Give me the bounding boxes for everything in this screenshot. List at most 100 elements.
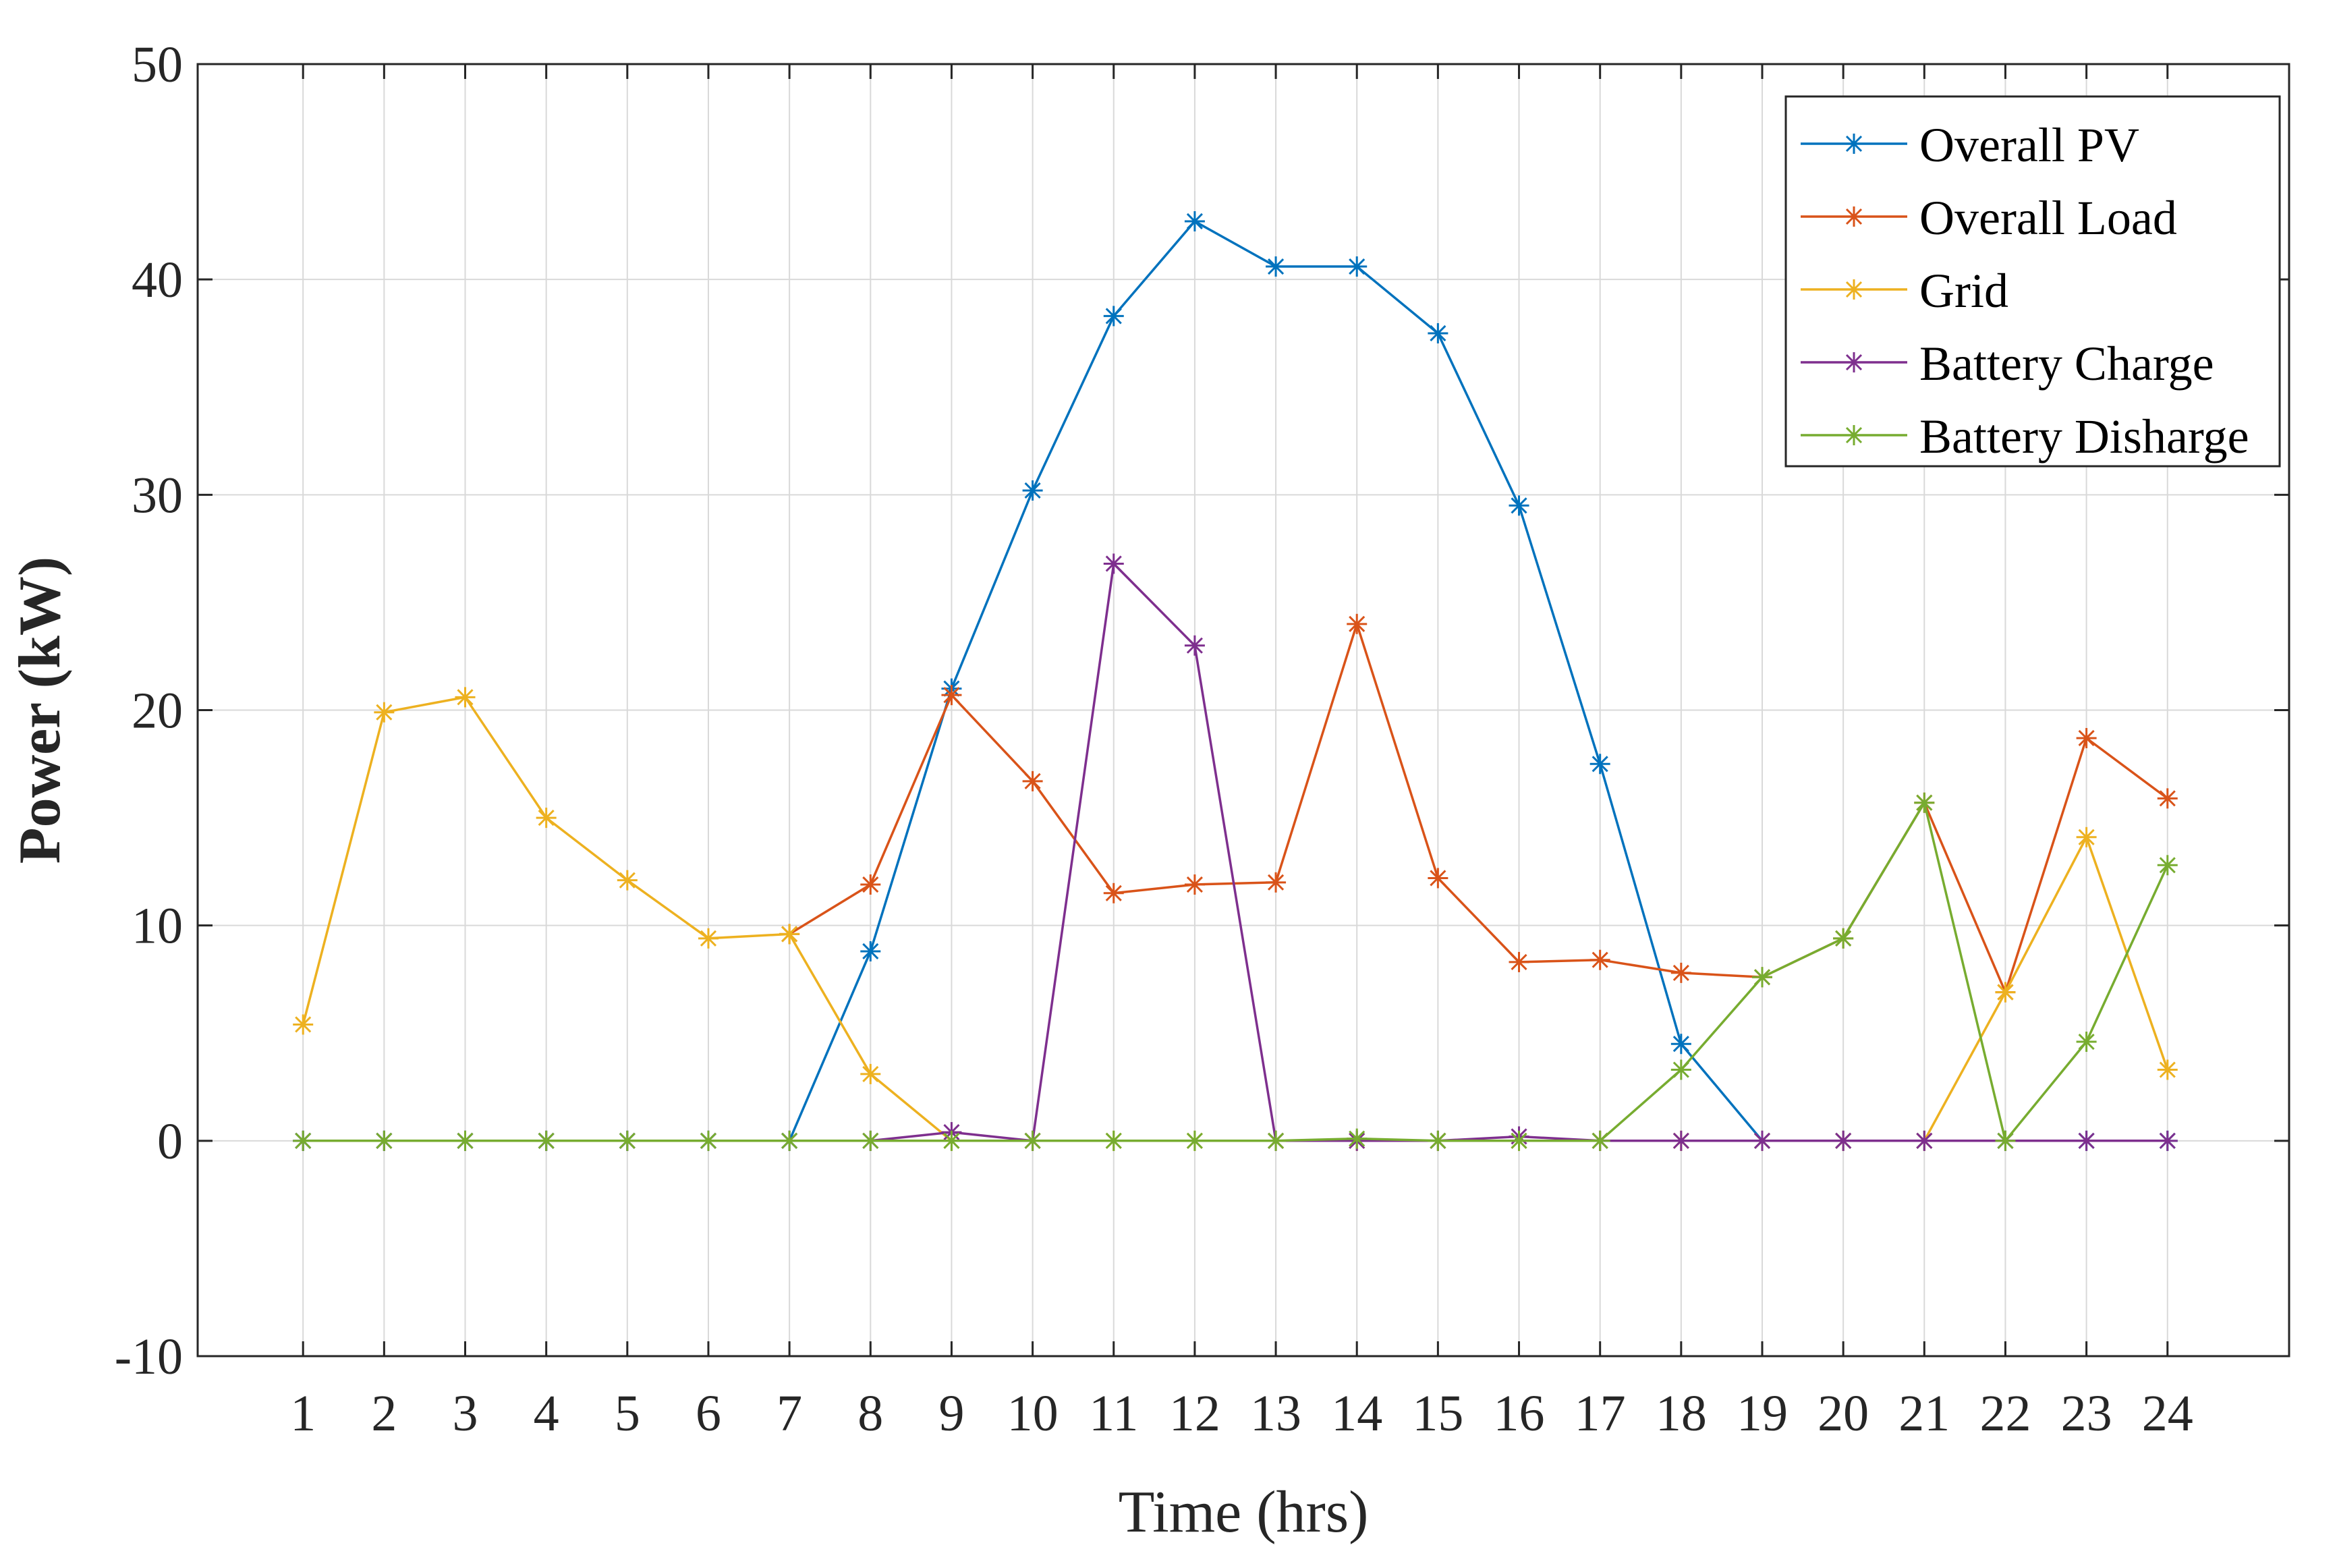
x-tick-label: 6: [696, 1385, 721, 1442]
y-tick-label: 40: [132, 252, 183, 308]
data-point: [1428, 1130, 1448, 1151]
data-point: [1589, 949, 1610, 970]
legend-box: [1784, 95, 2281, 468]
data-point: [1184, 635, 1205, 656]
data-point: [1670, 1130, 1691, 1151]
x-tick-label: 12: [1169, 1385, 1220, 1442]
data-point: [293, 1014, 314, 1035]
data-point: [293, 1130, 314, 1151]
legend-label: Battery Disharge: [1919, 410, 2249, 464]
series-battery-disharge: [293, 792, 2178, 1151]
data-point: [779, 1130, 800, 1151]
x-tick-label: 18: [1656, 1385, 1707, 1442]
data-point: [2157, 1059, 2178, 1080]
data-point: [1509, 951, 1529, 972]
data-point: [2157, 1130, 2178, 1151]
data-point: [1589, 1130, 1610, 1151]
data-point: [1184, 874, 1205, 895]
x-tick-label: 4: [534, 1385, 559, 1442]
data-point: [536, 1130, 557, 1151]
data-point: [1670, 1034, 1691, 1055]
legend-item[interactable]: Overall Load: [1801, 191, 2177, 245]
y-tick-label: 50: [132, 36, 183, 93]
y-tick-label: -10: [115, 1328, 183, 1385]
series-line: [302, 696, 2169, 1142]
tick-labels: 1 2 3 4 5 6 7 8 9 10 11 12 13 14 15 16 17 18 19 20 21 22 23 24-…: [115, 36, 2193, 1442]
x-tick-label: 19: [1737, 1385, 1788, 1442]
x-tick-label: 21: [1898, 1385, 1950, 1442]
x-tick-label: 23: [2061, 1385, 2112, 1442]
data-point: [1509, 495, 1529, 516]
legend-marker: [1844, 425, 1864, 445]
x-tick-label: 16: [1494, 1385, 1545, 1442]
x-tick-label: 20: [1818, 1385, 1869, 1442]
data-point: [536, 808, 557, 829]
data-point: [2076, 1032, 2097, 1053]
data-point: [1347, 1128, 1368, 1149]
x-tick-label: 13: [1250, 1385, 1301, 1442]
data-point: [2076, 1130, 2097, 1151]
data-point: [2076, 727, 2097, 748]
legend-label: Overall PV: [1919, 118, 2139, 172]
data-point: [860, 1063, 881, 1084]
data-point: [1995, 982, 2016, 1003]
data-point: [1995, 1130, 2016, 1151]
legend-marker: [1844, 206, 1864, 227]
x-tick-label: 5: [615, 1385, 640, 1442]
y-tick-label: 10: [132, 898, 183, 955]
x-tick-label: 1: [290, 1385, 316, 1442]
data-point: [1589, 754, 1610, 775]
legend-marker: [1844, 134, 1864, 154]
y-tick-label: 20: [132, 683, 183, 739]
x-axis-title: Time (hrs): [1119, 1480, 1369, 1545]
data-point: [1184, 1130, 1205, 1151]
data-point: [1751, 967, 1772, 988]
data-point: [698, 1130, 719, 1151]
data-point: [698, 928, 719, 949]
data-point: [2076, 827, 2097, 847]
data-point: [941, 685, 962, 706]
series-overall-load: [779, 613, 2178, 1003]
data-point: [1914, 1130, 1935, 1151]
data-point: [1022, 771, 1043, 791]
x-tick-label: 9: [938, 1385, 964, 1442]
data-point: [1266, 1130, 1287, 1151]
y-tick-label: 30: [132, 467, 183, 524]
legend-label: Overall Load: [1919, 191, 2177, 245]
data-point: [941, 1130, 962, 1151]
data-point: [1833, 928, 1854, 949]
data-point: [1428, 323, 1448, 343]
data-point: [1103, 553, 1124, 574]
legend-label: Grid: [1919, 264, 2008, 318]
legend-item[interactable]: Overall PV: [1801, 118, 2139, 172]
x-tick-label: 22: [1979, 1385, 2031, 1442]
legend-item[interactable]: Battery Disharge: [1801, 410, 2249, 464]
x-tick-label: 14: [1331, 1385, 1382, 1442]
legend[interactable]: Overall PV Overall Load Grid Battery Charge…: [1784, 95, 2281, 468]
x-tick-label: 10: [1007, 1385, 1059, 1442]
data-point: [1266, 256, 1287, 277]
y-axis-title: Power (kW): [7, 557, 73, 864]
data-point: [860, 941, 881, 961]
data-point: [1914, 792, 1935, 813]
x-tick-label: 15: [1412, 1385, 1463, 1442]
data-point: [2157, 855, 2178, 876]
x-tick-label: 2: [371, 1385, 397, 1442]
series-grid: [293, 687, 2178, 1151]
data-point: [1670, 962, 1691, 983]
x-tick-label: 11: [1089, 1385, 1138, 1442]
data-point: [455, 1130, 476, 1151]
data-point: [1103, 1130, 1124, 1151]
data-point: [2157, 788, 2178, 809]
data-point: [1509, 1130, 1529, 1151]
data-point: [1022, 1130, 1043, 1151]
data-point: [1751, 1130, 1772, 1151]
x-tick-label: 17: [1575, 1385, 1626, 1442]
data-point: [860, 1130, 881, 1151]
legend-item[interactable]: Grid: [1801, 264, 2008, 318]
data-point: [374, 1130, 395, 1151]
series-line: [303, 562, 2168, 1142]
data-point: [860, 874, 881, 895]
legend-item[interactable]: Battery Charge: [1801, 337, 2214, 391]
